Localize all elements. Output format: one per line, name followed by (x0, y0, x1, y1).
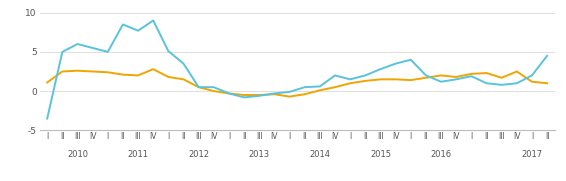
Text: 2013: 2013 (248, 150, 270, 159)
Eesti (165, 50, 172, 52)
Line: Eesti: Eesti (47, 20, 547, 119)
EL-28 (89, 70, 96, 73)
EL-28 (165, 76, 172, 78)
EL-28 (362, 80, 368, 82)
EL-28 (180, 78, 187, 80)
Eesti (544, 55, 551, 57)
EL-28 (513, 70, 520, 73)
Text: 2012: 2012 (188, 150, 209, 159)
EL-28 (104, 71, 111, 73)
Eesti (377, 68, 384, 70)
EL-28 (119, 73, 126, 76)
Eesti (89, 47, 96, 49)
EL-28 (301, 93, 308, 95)
EL-28 (498, 77, 505, 79)
Eesti (422, 74, 429, 77)
EL-28 (59, 70, 66, 73)
Text: 2015: 2015 (370, 150, 391, 159)
Eesti (286, 91, 293, 93)
Eesti (195, 86, 202, 88)
EL-28 (226, 92, 233, 94)
Eesti (453, 78, 460, 80)
Eesti (301, 86, 308, 88)
Eesti (104, 51, 111, 53)
Text: 2010: 2010 (67, 150, 88, 159)
EL-28 (453, 76, 460, 78)
Eesti (362, 74, 368, 77)
Eesti (438, 81, 444, 83)
Text: 2016: 2016 (431, 150, 452, 159)
EL-28 (150, 68, 157, 70)
Eesti (241, 96, 247, 98)
Eesti (498, 84, 505, 86)
Eesti (392, 63, 399, 65)
Eesti (119, 23, 126, 26)
Line: EL-28: EL-28 (47, 69, 547, 97)
EL-28 (377, 78, 384, 80)
EL-28 (392, 78, 399, 80)
EL-28 (271, 93, 278, 95)
EL-28 (316, 89, 323, 91)
Eesti (347, 78, 354, 80)
Eesti (135, 30, 142, 32)
EL-28 (256, 94, 263, 96)
Eesti (256, 95, 263, 97)
Eesti (74, 43, 81, 45)
Text: 2011: 2011 (127, 150, 149, 159)
Eesti (468, 75, 475, 77)
EL-28 (332, 86, 338, 88)
EL-28 (195, 86, 202, 88)
EL-28 (422, 77, 429, 79)
EL-28 (241, 94, 247, 96)
EL-28 (135, 74, 142, 77)
EL-28 (408, 79, 414, 81)
EL-28 (483, 72, 490, 74)
Eesti (483, 82, 490, 84)
Eesti (211, 86, 217, 88)
Text: 2014: 2014 (310, 150, 331, 159)
EL-28 (468, 73, 475, 75)
EL-28 (286, 96, 293, 98)
Eesti (316, 85, 323, 87)
Eesti (529, 74, 535, 77)
EL-28 (44, 81, 50, 84)
Eesti (226, 92, 233, 94)
EL-28 (211, 90, 217, 92)
EL-28 (347, 82, 354, 84)
EL-28 (438, 74, 444, 77)
EL-28 (544, 82, 551, 84)
Eesti (59, 51, 66, 53)
Text: 2017: 2017 (521, 150, 543, 159)
Eesti (150, 19, 157, 22)
Eesti (332, 74, 338, 77)
Eesti (271, 92, 278, 94)
Eesti (44, 117, 50, 120)
EL-28 (74, 70, 81, 72)
Eesti (408, 59, 414, 61)
Eesti (180, 63, 187, 65)
EL-28 (529, 81, 535, 83)
Eesti (513, 82, 520, 84)
